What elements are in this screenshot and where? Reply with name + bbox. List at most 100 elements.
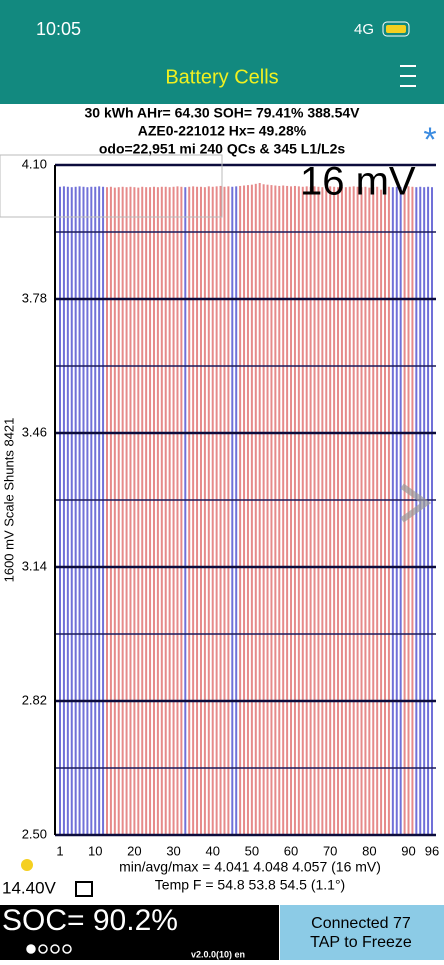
bar	[180, 186, 183, 835]
x-tick-label: 20	[127, 843, 141, 858]
bar	[344, 187, 347, 836]
bar	[301, 186, 304, 835]
stats-line: Temp F = 54.8 53.8 54.5 (1.1°)	[155, 877, 345, 893]
bar	[62, 186, 65, 835]
bar	[368, 187, 371, 836]
bar	[262, 184, 265, 835]
status-time: 10:05	[36, 19, 81, 39]
y-tick-label: 4.10	[22, 156, 47, 171]
bar	[423, 187, 426, 836]
bar	[419, 186, 422, 835]
x-tick-label: 60	[284, 843, 298, 858]
bar	[274, 185, 277, 836]
x-tick-label: 70	[323, 843, 337, 858]
bar	[70, 187, 73, 836]
bar	[356, 186, 359, 835]
bar	[309, 186, 312, 835]
bar	[427, 186, 430, 835]
bar	[399, 187, 402, 836]
bar	[102, 186, 105, 835]
bar	[59, 186, 61, 835]
bar	[254, 183, 257, 835]
bar	[395, 186, 398, 835]
bar	[168, 187, 171, 836]
bar	[297, 186, 300, 835]
connect-action: TAP to Freeze	[310, 934, 412, 951]
y-tick-label: 2.82	[22, 692, 47, 707]
bar	[286, 185, 289, 835]
info-line: 30 kWh AHr= 64.30 SOH= 79.41% 388.54V	[85, 105, 361, 121]
bar	[66, 186, 69, 835]
version: v2.0.0(10) en	[191, 949, 245, 959]
calendar-icon[interactable]	[75, 881, 93, 897]
info-line: odo=22,951 mi 240 QCs & 345 L1/L2s	[99, 141, 346, 157]
bar	[137, 187, 140, 836]
connect-button[interactable]	[280, 905, 444, 960]
bar	[176, 186, 179, 835]
info-line: AZE0-221012 Hx= 49.28%	[138, 123, 307, 139]
next-arrow[interactable]	[400, 483, 432, 523]
bar	[387, 186, 390, 835]
page-dots[interactable]	[26, 944, 72, 954]
bar	[239, 185, 242, 835]
bar	[384, 187, 387, 836]
bar	[290, 186, 293, 835]
bar	[340, 186, 343, 835]
bar	[156, 187, 159, 836]
bar	[207, 186, 210, 835]
bar	[282, 185, 285, 836]
bar	[152, 186, 155, 835]
y-tick-label: 2.50	[22, 826, 47, 841]
bar	[125, 187, 128, 836]
bar	[329, 186, 332, 835]
x-tick-label: 50	[245, 843, 259, 858]
bar	[78, 186, 81, 835]
bar	[305, 186, 308, 835]
bar	[215, 186, 218, 835]
bulb-icon[interactable]	[21, 859, 33, 871]
bar	[317, 186, 320, 835]
bar	[246, 185, 249, 836]
bar	[86, 187, 89, 836]
connect-status: Connected 77	[311, 915, 411, 932]
bar	[211, 186, 214, 835]
y-tick-label: 3.78	[22, 290, 47, 305]
bar	[407, 186, 410, 835]
bar	[250, 184, 253, 835]
bar	[113, 187, 116, 836]
bar	[270, 185, 273, 836]
bar	[145, 187, 148, 836]
menu-icon[interactable]	[400, 65, 416, 87]
star[interactable]: *	[423, 121, 436, 159]
bar	[203, 187, 206, 836]
bar	[172, 186, 175, 835]
bar	[243, 185, 246, 836]
x-tick-label: 40	[205, 843, 219, 858]
bar	[313, 186, 316, 835]
bar	[376, 186, 379, 835]
x-tick-label: 80	[362, 843, 376, 858]
bar	[266, 184, 269, 835]
bar	[160, 186, 163, 835]
bar	[403, 186, 406, 835]
battery-icon	[382, 21, 410, 37]
bar	[149, 187, 152, 836]
bar	[188, 186, 191, 835]
bar	[129, 186, 132, 835]
bar	[105, 187, 108, 836]
x-tick-label: 96	[425, 843, 439, 858]
bar	[141, 186, 144, 835]
bar	[196, 186, 199, 835]
top-bar	[0, 0, 444, 104]
bar	[348, 186, 351, 835]
bar	[121, 186, 124, 835]
header-title: Battery Cells	[165, 66, 278, 88]
bar	[278, 185, 281, 835]
soc: SOC= 90.2%	[2, 904, 178, 937]
battery-level	[386, 25, 406, 33]
bar	[82, 186, 85, 835]
bar	[360, 187, 363, 836]
bar	[431, 187, 433, 836]
bar	[380, 189, 383, 836]
